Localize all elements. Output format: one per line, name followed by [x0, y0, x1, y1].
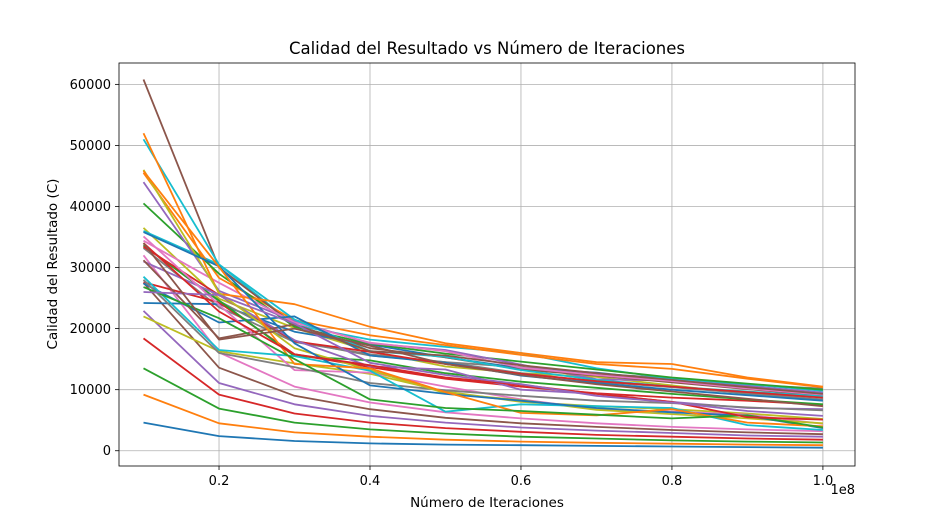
- y-tick-label: 10000: [70, 383, 111, 398]
- x-axis-label: Número de Iteraciones: [410, 495, 564, 511]
- y-tick-label: 30000: [70, 261, 111, 276]
- series-group: [142, 79, 824, 449]
- series-line-6: [142, 282, 823, 436]
- series-line-35: [143, 291, 823, 417]
- series-line-34: [142, 242, 823, 421]
- y-tick-label: 60000: [70, 78, 111, 93]
- series-line-36: [142, 242, 823, 408]
- series-line-33: [143, 286, 824, 429]
- y-tick-label: 40000: [70, 200, 111, 215]
- series-line-28: [142, 279, 823, 412]
- y-tick-label: 0: [103, 444, 111, 459]
- x-tick-label: 0.4: [360, 474, 381, 489]
- series-line-3: [143, 367, 823, 444]
- y-tick-label: 50000: [70, 139, 111, 154]
- x-tick-label: 1.0: [813, 474, 834, 489]
- x-tick-label: 0.6: [511, 474, 532, 489]
- series-line-1: [143, 421, 823, 449]
- series-line-2: [143, 393, 823, 447]
- series-line-31: [143, 231, 824, 429]
- series-line-5: [142, 310, 823, 438]
- x-tick-label: 0.8: [662, 474, 683, 489]
- series-line-32: [142, 170, 823, 428]
- series-line-7: [142, 254, 823, 433]
- y-tick-label: 20000: [70, 322, 111, 337]
- y-axis-label: Calidad del Resultado (C): [45, 179, 61, 350]
- series-line-4: [142, 337, 823, 441]
- series-line-22: [142, 132, 824, 388]
- series-line-26: [142, 259, 823, 395]
- plot-area-frame: [118, 62, 856, 467]
- series-line-23: [142, 244, 823, 406]
- series-line-17: [143, 239, 823, 396]
- x-tick-label: 0.2: [209, 474, 230, 489]
- x-axis-offset-label: 1e8: [830, 483, 855, 498]
- chart-title: Calidad del Resultado vs Número de Itera…: [289, 39, 685, 58]
- axis-ticks: 0.2 0.4 0.6 0.8 1.0 0 10000 20000 30000 40000 5000…: [70, 78, 834, 489]
